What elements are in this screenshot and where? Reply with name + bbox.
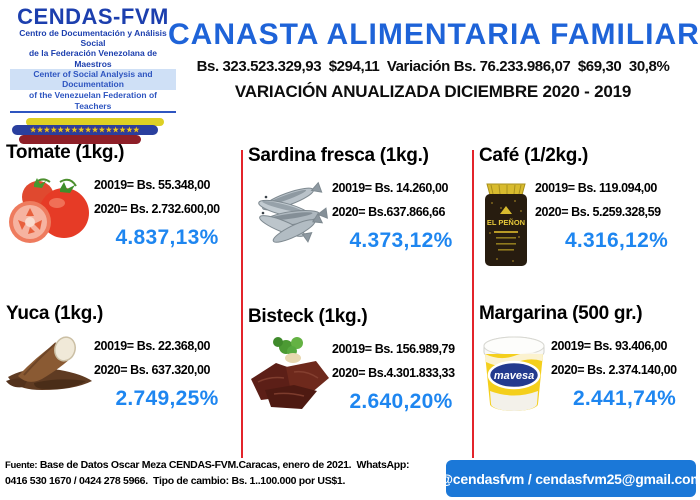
page-title: CANASTA ALIMENTARIA FAMILIAR — [168, 18, 700, 51]
variation-percent: 4.316,12% — [564, 229, 669, 252]
subtitle: VARIACIÓN ANUALIZADA DICIEMBRE 2020 - 20… — [234, 82, 632, 101]
product-card-tomate: Tomate (1kg.) — [4, 142, 240, 253]
svg-text:mavesa: mavesa — [494, 370, 534, 382]
beef-steak-image — [246, 334, 332, 419]
margarine-tub-image: mavesa — [477, 331, 551, 420]
price-2020: 2020= Bs. 2.732.600,00 — [94, 202, 220, 216]
product-title: Sardina fresca (1kg.) — [248, 145, 429, 166]
price-2019: 20019= Bs. 22.368,00 — [94, 339, 211, 353]
flag-stars: ★★★★★★★★★★★★★★★★ — [29, 126, 140, 134]
contact-text: @cendasfvm / cendasfvm25@gmail.com — [439, 470, 700, 487]
variation-percent: 4.837,13% — [115, 226, 219, 249]
price-2019: 20019= Bs. 119.094,00 — [535, 181, 657, 195]
flag-red-stripe — [19, 135, 141, 145]
source-text-line2: 0416 530 1670 / 0424 278 5966. Tipo de c… — [5, 475, 346, 487]
divider-vertical-2 — [472, 150, 474, 458]
logo-line-es2: de la Federación Venezolana de Maestros — [28, 48, 158, 69]
price-2020: 2020= Bs.637.866,66 — [332, 205, 445, 219]
totals-line: Bs. 323.523.329,93 $294,11 Variación Bs.… — [196, 58, 670, 75]
price-2020: 2020= Bs. 2.374.140,00 — [551, 363, 677, 377]
product-title: Café (1/2kg.) — [479, 145, 589, 166]
price-2020: 2020= Bs. 637.320,00 — [94, 363, 211, 377]
price-2019: 20019= Bs. 14.260,00 — [332, 181, 449, 195]
logo-line-en1: Center of Social Analysis and Documentat… — [10, 68, 176, 90]
variation-percent: 2.441,74% — [572, 387, 677, 410]
price-2019: 20019= Bs. 55.348,00 — [94, 178, 211, 192]
flag-blue-stripe: ★★★★★★★★★★★★★★★★ — [12, 125, 158, 136]
coffee-pack-image: EL PEÑON — [477, 173, 535, 274]
source-text-line1: Base de Datos Oscar Meza CENDAS-FVM.Cara… — [39, 459, 410, 471]
divider-vertical-1 — [241, 150, 243, 458]
logo-line-es1: Centro de Documentación y Análisis Socia… — [19, 28, 167, 49]
product-title: Tomate (1kg.) — [6, 142, 125, 163]
price-2020: 2020= Bs. 5.259.328,59 — [535, 205, 661, 219]
product-card-margarina: Margarina (500 gr.) mavesa 20019= Bs. 93… — [477, 303, 698, 420]
source-label: Fuente: — [5, 460, 38, 471]
price-2020: 2020= Bs.4.301.833,33 — [332, 366, 455, 380]
price-2019: 20019= Bs. 93.406,00 — [551, 339, 668, 353]
variation-percent: 2.640,20% — [349, 390, 453, 413]
contact-badge: @cendasfvm / cendasfvm25@gmail.com — [439, 460, 700, 497]
header-titles: CANASTA ALIMENTARIA FAMILIAR Bs. 323.523… — [168, 18, 700, 102]
product-card-sardina: Sardina fresca (1kg.) — [246, 145, 470, 253]
product-title: Margarina (500 gr.) — [479, 303, 643, 324]
yuca-roots-image — [4, 331, 94, 406]
product-card-bisteck: Bisteck (1kg.) 20019= Bs. 156.989,79 202… — [246, 306, 470, 419]
price-2019: 20019= Bs. 156.989,79 — [332, 342, 455, 356]
flag-yellow-stripe — [26, 118, 164, 127]
variation-percent: 2.749,25% — [115, 387, 219, 410]
product-card-yuca: Yuca (1kg.) 20019= Bs. 22.368,00 2020= B… — [4, 303, 240, 411]
logo-brand: CENDAS-FVM — [17, 4, 169, 29]
svg-text:EL PEÑON: EL PEÑON — [487, 218, 525, 227]
product-title: Bisteck (1kg.) — [248, 306, 368, 327]
venezuela-flag-icon: ★★★★★★★★★★★★★★★★ — [10, 117, 176, 145]
sardines-image — [246, 173, 332, 250]
footer-source: Fuente: Base de Datos Oscar Meza CENDAS-… — [5, 459, 443, 487]
product-card-cafe: Café (1/2kg.) EL PEÑON — [477, 145, 698, 274]
variation-percent: 4.373,12% — [349, 229, 453, 252]
logo-line-en2: of the Venezuelan Federation of Teachers — [10, 90, 176, 114]
tomatoes-image — [4, 170, 94, 253]
product-title: Yuca (1kg.) — [6, 303, 104, 324]
cendas-logo: CENDAS-FVM Centro de Documentación y Aná… — [10, 6, 176, 145]
